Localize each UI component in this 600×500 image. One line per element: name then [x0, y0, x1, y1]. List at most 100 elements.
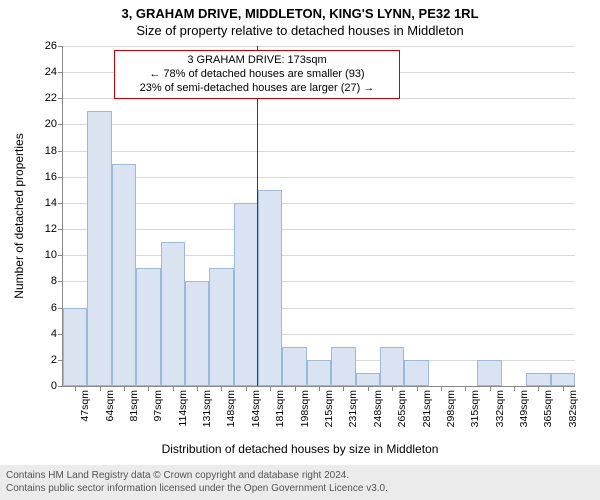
xtick-label: 97sqm: [152, 390, 164, 450]
xtick-label: 281sqm: [421, 390, 433, 450]
xtick-mark: [392, 386, 393, 391]
gridline: [63, 229, 575, 230]
ytick-label: 4: [27, 328, 57, 340]
xtick-mark: [124, 386, 125, 391]
ytick-mark: [58, 177, 63, 178]
histogram-bar: [185, 281, 209, 386]
footer-line1: Contains HM Land Registry data © Crown c…: [6, 469, 594, 482]
ytick-label: 6: [27, 302, 57, 314]
histogram-bar: [477, 360, 501, 386]
footer: Contains HM Land Registry data © Crown c…: [0, 465, 600, 500]
histogram-bar: [87, 111, 111, 386]
ytick-mark: [58, 72, 63, 73]
ytick-label: 12: [27, 223, 57, 235]
histogram-bar: [112, 164, 136, 386]
xtick-mark: [100, 386, 101, 391]
page-title-line1: 3, GRAHAM DRIVE, MIDDLETON, KING'S LYNN,…: [0, 0, 600, 21]
gridline: [63, 255, 575, 256]
histogram-bar: [307, 360, 331, 386]
histogram-bar: [356, 373, 380, 386]
ytick-mark: [58, 98, 63, 99]
histogram-bar: [234, 203, 258, 386]
gridline: [63, 124, 575, 125]
xtick-label: 114sqm: [177, 390, 189, 450]
plot-area: 0246810121416182022242647sqm64sqm81sqm97…: [62, 46, 575, 387]
histogram-bar: [551, 373, 575, 386]
chart: Number of detached properties 0246810121…: [62, 46, 574, 386]
xtick-label: 198sqm: [299, 390, 311, 450]
xtick-mark: [197, 386, 198, 391]
xtick-label: 81sqm: [128, 390, 140, 450]
xtick-mark: [75, 386, 76, 391]
y-axis-label: Number of detached properties: [12, 133, 26, 298]
ytick-mark: [58, 255, 63, 256]
xtick-label: 265sqm: [396, 390, 408, 450]
histogram-bar: [258, 190, 282, 386]
xtick-mark: [368, 386, 369, 391]
xtick-label: 164sqm: [250, 390, 262, 450]
xtick-label: 231sqm: [347, 390, 359, 450]
ytick-label: 20: [27, 118, 57, 130]
histogram-bar: [282, 347, 306, 386]
xtick-mark: [417, 386, 418, 391]
xtick-label: 47sqm: [79, 390, 91, 450]
xtick-mark: [173, 386, 174, 391]
gridline: [63, 151, 575, 152]
gridline: [63, 203, 575, 204]
xtick-label: 382sqm: [567, 390, 579, 450]
ytick-mark: [58, 229, 63, 230]
xtick-mark: [563, 386, 564, 391]
xtick-label: 365sqm: [542, 390, 554, 450]
ytick-label: 24: [27, 66, 57, 78]
ytick-label: 18: [27, 145, 57, 157]
xtick-label: 181sqm: [274, 390, 286, 450]
ytick-mark: [58, 124, 63, 125]
xtick-mark: [441, 386, 442, 391]
xtick-mark: [538, 386, 539, 391]
xtick-label: 248sqm: [372, 390, 384, 450]
ytick-label: 2: [27, 354, 57, 366]
ytick-label: 14: [27, 197, 57, 209]
xtick-label: 315sqm: [469, 390, 481, 450]
xtick-label: 298sqm: [445, 390, 457, 450]
xtick-label: 332sqm: [494, 390, 506, 450]
gridline: [63, 177, 575, 178]
page-title-line2: Size of property relative to detached ho…: [0, 21, 600, 38]
annotation-line2: ← 78% of detached houses are smaller (93…: [121, 68, 393, 82]
histogram-bar: [526, 373, 550, 386]
ytick-mark: [58, 386, 63, 387]
xtick-label: 349sqm: [518, 390, 530, 450]
gridline: [63, 46, 575, 47]
xtick-mark: [295, 386, 296, 391]
xtick-mark: [514, 386, 515, 391]
footer-line2: Contains public sector information licen…: [6, 482, 594, 495]
xtick-mark: [490, 386, 491, 391]
xtick-mark: [319, 386, 320, 391]
histogram-bar: [63, 308, 87, 386]
xtick-label: 148sqm: [225, 390, 237, 450]
ytick-label: 10: [27, 249, 57, 261]
histogram-bar: [209, 268, 233, 386]
xtick-label: 215sqm: [323, 390, 335, 450]
xtick-label: 131sqm: [201, 390, 213, 450]
annotation-line1: 3 GRAHAM DRIVE: 173sqm: [121, 54, 393, 68]
histogram-bar: [331, 347, 355, 386]
ytick-label: 16: [27, 171, 57, 183]
xtick-mark: [148, 386, 149, 391]
ytick-mark: [58, 203, 63, 204]
ytick-label: 8: [27, 275, 57, 287]
ytick-label: 26: [27, 40, 57, 52]
ytick-mark: [58, 46, 63, 47]
ytick-label: 22: [27, 92, 57, 104]
xtick-mark: [246, 386, 247, 391]
annotation-line3: 23% of semi-detached houses are larger (…: [121, 82, 393, 96]
histogram-bar: [404, 360, 428, 386]
histogram-bar: [136, 268, 160, 386]
ytick-label: 0: [27, 380, 57, 392]
ytick-mark: [58, 151, 63, 152]
x-axis-label: Distribution of detached houses by size …: [0, 442, 600, 456]
xtick-mark: [343, 386, 344, 391]
histogram-bar: [161, 242, 185, 386]
histogram-bar: [380, 347, 404, 386]
ytick-mark: [58, 281, 63, 282]
